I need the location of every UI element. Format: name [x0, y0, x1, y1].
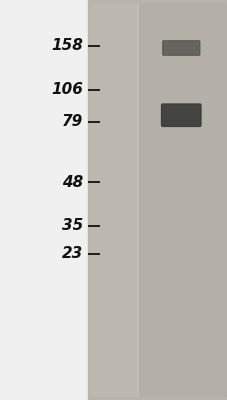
Text: 23: 23	[62, 246, 83, 262]
Text: 106: 106	[51, 82, 83, 98]
Text: 79: 79	[62, 114, 83, 130]
Bar	[87, 0, 227, 400]
FancyBboxPatch shape	[162, 41, 199, 55]
Text: 158: 158	[51, 38, 83, 54]
Bar	[0, 0, 87, 400]
Text: 35: 35	[62, 218, 83, 234]
Bar	[138, 4, 226, 396]
FancyBboxPatch shape	[161, 104, 200, 126]
Bar	[90, 4, 136, 396]
Text: 48: 48	[62, 174, 83, 190]
